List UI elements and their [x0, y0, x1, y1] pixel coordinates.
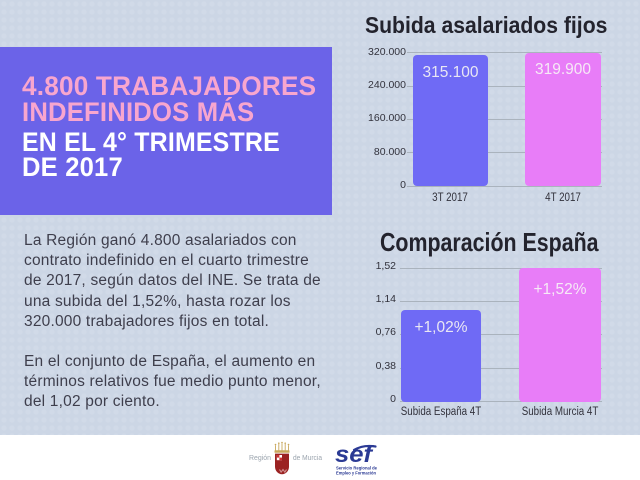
- svg-text:Empleo y Formación: Empleo y Formación: [336, 471, 376, 476]
- svg-text:Servicio Regional de: Servicio Regional de: [336, 466, 377, 471]
- svg-text:de Murcia: de Murcia: [293, 453, 323, 462]
- svg-text:Región: Región: [249, 453, 271, 462]
